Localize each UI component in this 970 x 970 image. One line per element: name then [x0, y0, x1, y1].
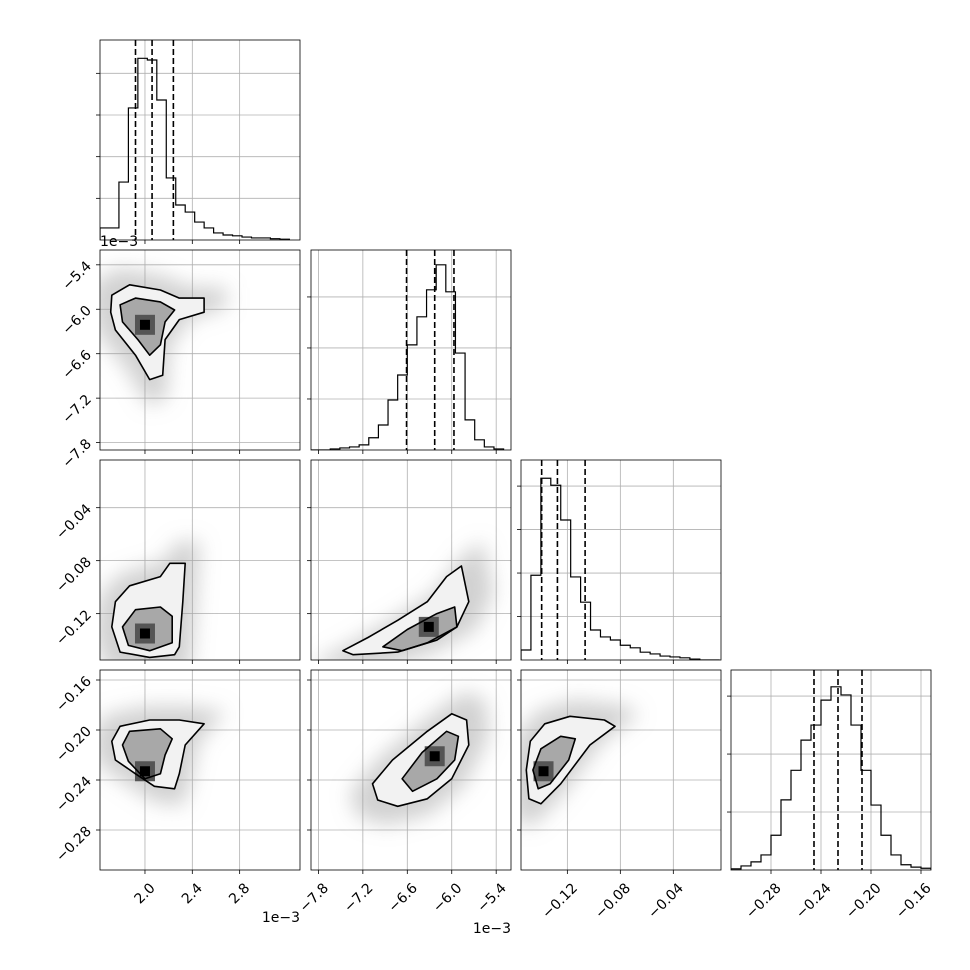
y-tick-label: −0.12 [53, 607, 95, 649]
contour-line [371, 713, 470, 808]
contour-line [111, 719, 205, 790]
y-tick-label: −0.20 [53, 724, 95, 766]
x-tick-label: −0.04 [645, 880, 687, 922]
density-peak [538, 766, 549, 777]
panel: −7.8 −7.2 −6.6 −6.0 −5.4 [59, 249, 301, 471]
panel [517, 459, 722, 664]
axes-frame [310, 249, 512, 451]
panel-content [521, 460, 721, 660]
density-peak [423, 621, 434, 632]
contour-line [121, 728, 173, 780]
panel-content [100, 670, 300, 870]
axes-frame [99, 669, 301, 871]
y-tick-label: −0.08 [53, 554, 95, 596]
histogram [521, 477, 720, 660]
x-tick-label: −7.2 [341, 880, 376, 915]
panel-content [311, 670, 511, 870]
contour-line [342, 565, 470, 656]
panel-content [100, 40, 300, 240]
x-tick-label: −0.20 [843, 880, 885, 922]
panel [307, 459, 512, 664]
x-offset-label: 1e−3 [262, 910, 300, 926]
contour-line [109, 284, 205, 381]
x-tick-label: −5.4 [474, 880, 509, 915]
y-tick-label: −7.2 [59, 392, 94, 427]
histogram [731, 686, 931, 870]
y-tick-label: −7.8 [59, 436, 94, 471]
axes-frame [99, 39, 301, 241]
histogram [100, 57, 290, 240]
contour-line [525, 715, 616, 805]
x-tick-label: −0.08 [592, 880, 634, 922]
contour-line [121, 606, 173, 652]
x-tick-label: 2.0 [132, 880, 159, 907]
x-tick-label: −6.6 [386, 880, 421, 915]
histogram [311, 264, 505, 450]
density-peak [139, 628, 150, 639]
axes-frame [730, 669, 932, 871]
panel: −0.12 −0.08 −0.04 [53, 459, 301, 664]
panel: −0.12 −0.08 −0.04 [517, 669, 722, 922]
panel-content [100, 250, 300, 450]
panel-content [731, 670, 931, 870]
axes-frame [520, 459, 722, 661]
contour-line [382, 606, 458, 652]
contour-line [401, 730, 460, 793]
panel-content [311, 250, 511, 450]
y-tick-label: −6.0 [59, 303, 94, 338]
axes-frame [99, 459, 301, 661]
axes-frame [520, 669, 722, 871]
x-tick-label: 2.4 [179, 880, 206, 907]
y-tick-label: −5.4 [59, 258, 94, 293]
y-tick-label: −0.24 [53, 773, 95, 815]
x-tick-label: −0.24 [793, 880, 835, 922]
y-tick-label: −0.28 [53, 824, 95, 866]
panel-content [521, 670, 721, 870]
panel: −0.28 −0.24 −0.20 −0.16 [727, 669, 935, 922]
y-tick-label: −0.16 [53, 673, 95, 715]
y-offset-label: 1e−3 [100, 234, 138, 250]
x-tick-label: −7.8 [297, 880, 332, 915]
panel: −7.8 −7.2 −6.6 −6.0 −5.4 [297, 669, 512, 916]
x-offset-label: 1e−3 [473, 921, 511, 937]
panel: 2.0 2.4 2.8 −0.28 −0.24 −0.20 −0.16 [53, 669, 301, 907]
panel [307, 249, 512, 454]
axes-frame [310, 459, 512, 661]
contour-line [111, 562, 186, 659]
x-tick-label: −0.16 [893, 880, 935, 922]
x-tick-label: 2.8 [226, 880, 253, 907]
contour-fill [122, 728, 173, 779]
y-tick-label: −6.6 [59, 347, 94, 382]
panel [96, 39, 301, 244]
panel-content [311, 460, 511, 660]
density-peak [139, 319, 150, 330]
axes-frame [310, 669, 512, 871]
density-peak [139, 766, 150, 777]
x-tick-label: −0.28 [743, 880, 785, 922]
contour-line [119, 297, 176, 356]
y-tick-label: −0.04 [53, 501, 95, 543]
x-tick-label: −6.0 [430, 880, 465, 915]
contour-line [532, 735, 577, 790]
panel-content [100, 460, 300, 660]
density-peak [429, 751, 440, 762]
x-tick-label: −0.12 [539, 880, 581, 922]
axes-frame [99, 249, 301, 451]
